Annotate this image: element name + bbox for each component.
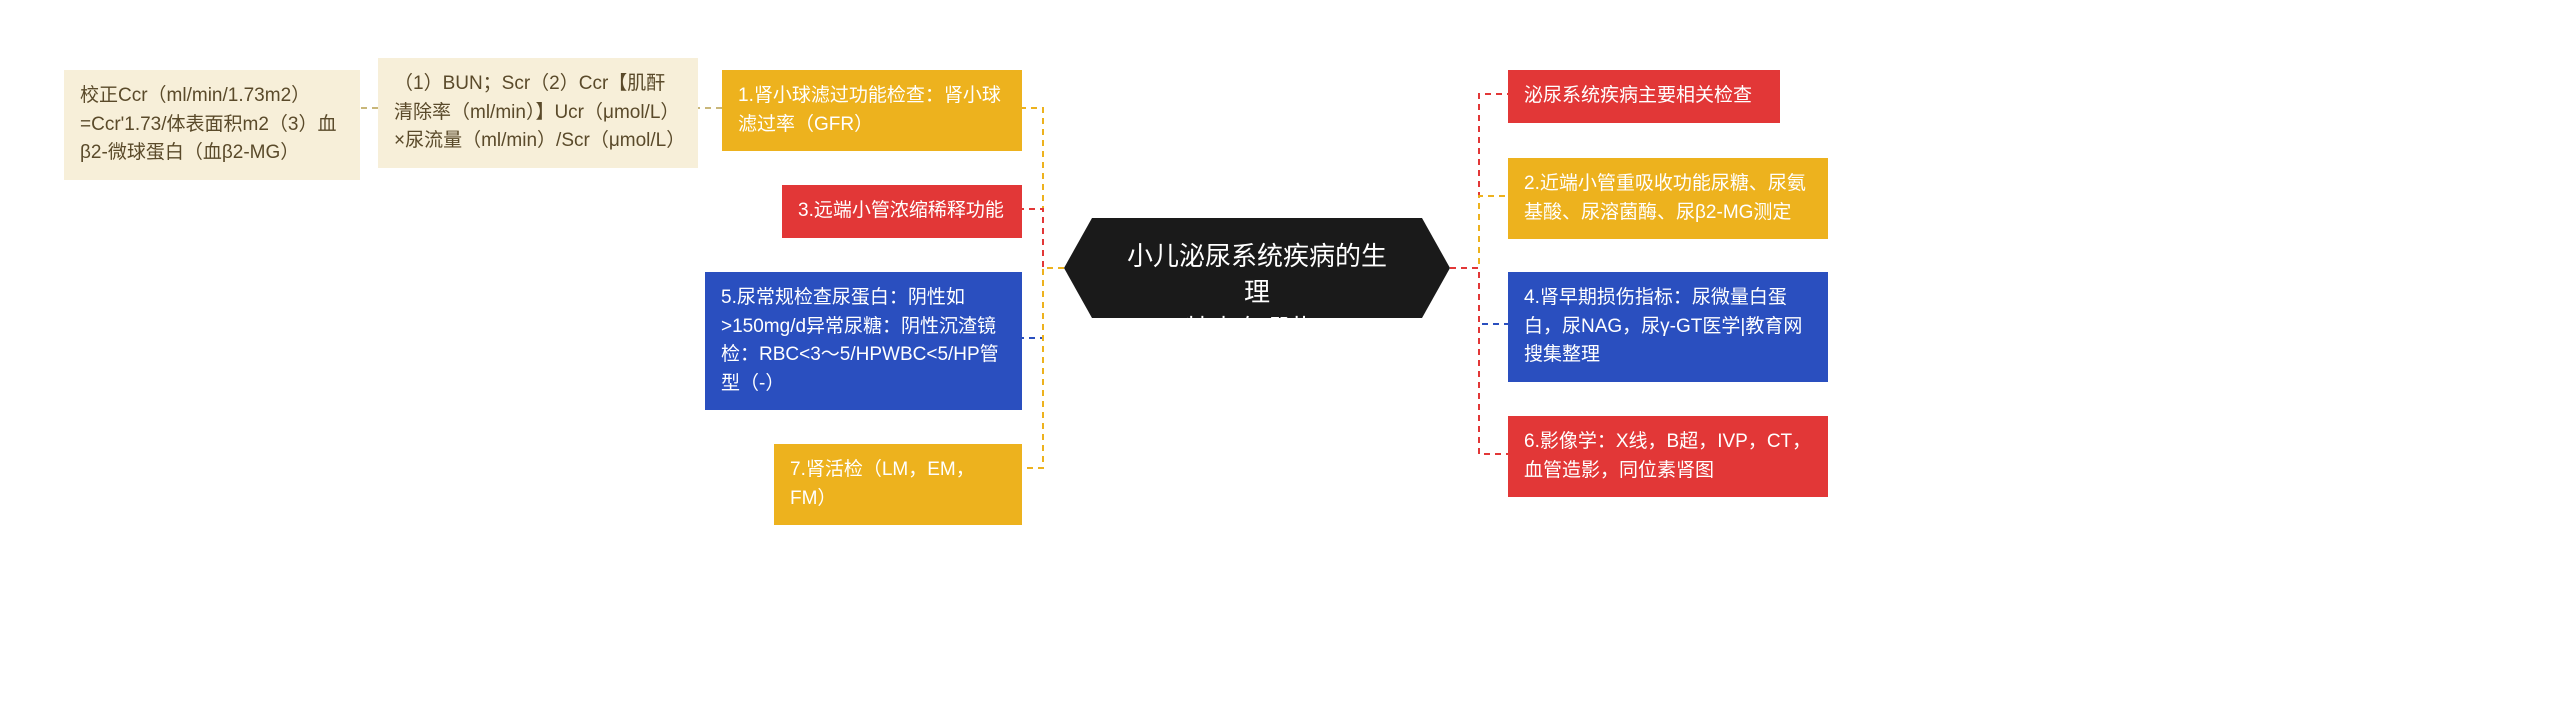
node-text-l1: 1.肾小球滤过功能检查：肾小球滤过率（GFR） — [738, 85, 1001, 135]
edge-center-right-r2 — [1450, 196, 1508, 268]
node-r2: 2.近端小管重吸收功能尿糖、尿氨基酸、尿溶菌酶、尿β2-MG测定 — [1508, 158, 1828, 239]
node-text-l3: 5.尿常规检查尿蛋白：阴性如>150mg/d异常尿糖：阴性沉渣镜检：RBC<3～… — [721, 287, 999, 394]
node-r3: 4.肾早期损伤指标：尿微量白蛋白，尿NAG，尿γ-GT医学|教育网搜集整理 — [1508, 272, 1828, 382]
node-text-r2: 2.近端小管重吸收功能尿糖、尿氨基酸、尿溶菌酶、尿β2-MG测定 — [1524, 173, 1806, 223]
node-ll1: （1）BUN；Scr（2）Ccr【肌酐清除率（ml/min）】Ucr（μmol/… — [378, 58, 698, 168]
edge-center-left-l1 — [1022, 108, 1064, 268]
node-text-l4: 7.肾活检（LM，EM，FM） — [790, 459, 975, 509]
node-text-r3: 4.肾早期损伤指标：尿微量白蛋白，尿NAG，尿γ-GT医学|教育网搜集整理 — [1524, 287, 1802, 365]
center-text: 小儿泌尿系统疾病的生理 特点有哪些? — [1127, 241, 1387, 344]
edge-center-left-l3 — [1022, 268, 1064, 338]
edge-center-left-l4 — [1022, 268, 1064, 468]
node-l4: 7.肾活检（LM，EM，FM） — [774, 444, 1022, 525]
node-text-r4: 6.影像学：X线，B超，IVP，CT，血管造影，同位素肾图 — [1524, 431, 1811, 481]
edge-center-left-l2 — [1022, 209, 1064, 268]
edge-center-right-r3 — [1450, 268, 1508, 324]
node-text-ll1: （1）BUN；Scr（2）Ccr【肌酐清除率（ml/min）】Ucr（μmol/… — [394, 73, 685, 151]
node-lll1: 校正Ccr（ml/min/1.73m2）=Ccr'1.73/体表面积m2（3）血… — [64, 70, 360, 180]
node-text-lll1: 校正Ccr（ml/min/1.73m2）=Ccr'1.73/体表面积m2（3）血… — [80, 85, 337, 163]
node-l2: 3.远端小管浓缩稀释功能 — [782, 185, 1022, 238]
edge-center-right-r4 — [1450, 268, 1508, 454]
node-text-l2: 3.远端小管浓缩稀释功能 — [798, 200, 1004, 221]
node-l3: 5.尿常规检查尿蛋白：阴性如>150mg/d异常尿糖：阴性沉渣镜检：RBC<3～… — [705, 272, 1022, 410]
edge-center-right-r1 — [1450, 94, 1508, 268]
node-r1: 泌尿系统疾病主要相关检查 — [1508, 70, 1780, 123]
node-l1: 1.肾小球滤过功能检查：肾小球滤过率（GFR） — [722, 70, 1022, 151]
node-r4: 6.影像学：X线，B超，IVP，CT，血管造影，同位素肾图 — [1508, 416, 1828, 497]
center-node: 小儿泌尿系统疾病的生理 特点有哪些? — [1092, 218, 1422, 318]
node-text-r1: 泌尿系统疾病主要相关检查 — [1524, 85, 1752, 106]
